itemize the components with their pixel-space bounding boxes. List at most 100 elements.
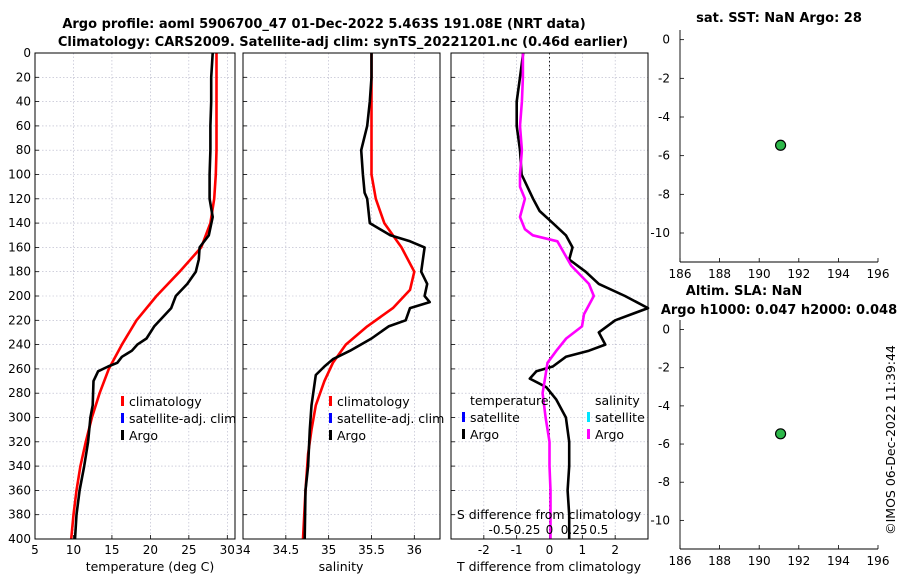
- xtick-label: -2: [478, 543, 490, 557]
- xtick-label: 35: [321, 543, 336, 557]
- ytick-label: 0: [23, 46, 31, 60]
- xtick-label: 34: [235, 543, 250, 557]
- salinity-xlabel: salinity: [319, 559, 364, 574]
- ytick-label: 100: [8, 168, 31, 182]
- map-xtick-label: 188: [708, 554, 731, 568]
- legend-climatology-swatch: [121, 396, 124, 406]
- salinity-panel: 34 34.5 35 35.5 36 climatology satellite-adj. …: [235, 52, 444, 557]
- sla-map-subtitle: Argo h1000: 0.047 h2000: 0.048: [661, 303, 897, 318]
- legend-salinity-satellite-label: satellite: [595, 410, 645, 425]
- sst-map-title: sat. SST: NaN Argo: 28: [696, 11, 862, 26]
- ytick-label: 380: [8, 508, 31, 522]
- map-xtick-label: 190: [748, 267, 771, 281]
- difference-panel: -2 -1 0 1 2 -0.5-0.25 0 0.25 0.5 temperature satel…: [450, 52, 650, 557]
- series-argo: [73, 52, 214, 540]
- ytick-label: 240: [8, 338, 31, 352]
- legend-climatology-label: climatology: [129, 394, 202, 409]
- ytick-label: 300: [8, 411, 31, 425]
- ytick-label: 60: [16, 119, 31, 133]
- argo-location-marker: [774, 139, 787, 151]
- legend-argo-swatch: [329, 430, 332, 440]
- ytick-label: 20: [16, 70, 31, 84]
- difference-xlabel: T difference from climatology: [456, 559, 642, 574]
- xtick-label: 20: [143, 543, 158, 557]
- xtick-label: 10: [66, 543, 81, 557]
- temperature-panel: 0 20 40 60 80 100 120 140 160 180 200 220 240 260 280 3…: [8, 46, 236, 557]
- sst-map-panel: 0 -2 -4 -6 -8 -10 186 188 190 192 194 196: [650, 30, 889, 281]
- map-xtick-label: 188: [708, 267, 731, 281]
- xtick-label: 0: [546, 543, 554, 557]
- map-ytick-label: 0: [662, 323, 670, 337]
- xtick-label: 15: [104, 543, 119, 557]
- map-ytick-label: -4: [658, 399, 670, 413]
- xtick-label: 35.5: [358, 543, 385, 557]
- ytick-label: 160: [8, 240, 31, 254]
- ytick-label: 200: [8, 289, 31, 303]
- legend-argo-label: Argo: [129, 428, 158, 443]
- legend-salinity-satellite-swatch: [587, 412, 590, 422]
- x2tick-label: 0.5: [589, 523, 608, 537]
- xtick-label: 34.5: [272, 543, 299, 557]
- ytick-label: 40: [16, 95, 31, 109]
- map-xtick-label: 192: [787, 267, 810, 281]
- legend-temperature-argo-swatch: [462, 429, 465, 439]
- x2tick-label: -0.5: [489, 523, 512, 537]
- argo-location-marker: [774, 428, 787, 440]
- legend-salinity-title: salinity: [595, 393, 640, 408]
- watermark: ©IMOS 06-Dec-2022 11:39:44: [883, 345, 898, 535]
- legend-climatology-swatch: [329, 396, 332, 406]
- map-ytick-label: -6: [658, 149, 670, 163]
- map-ytick-label: -2: [658, 71, 670, 85]
- map-ytick-label: -8: [658, 187, 670, 201]
- salinity-axes-box: [242, 52, 441, 540]
- ytick-label: 400: [8, 532, 31, 546]
- map-xtick-label: 186: [669, 554, 692, 568]
- ytick-label: 120: [8, 192, 31, 206]
- map-ytick-label: -2: [658, 361, 670, 375]
- map-xtick-label: 186: [669, 267, 692, 281]
- series-salinity-argo-diff: [518, 53, 596, 539]
- legend-argo-swatch: [121, 430, 124, 440]
- legend-salinity-argo-label: Argo: [595, 427, 624, 442]
- map-xtick-label: 196: [867, 267, 890, 281]
- difference-top-xlabel: S difference from climatology: [457, 507, 642, 522]
- ytick-label: 280: [8, 386, 31, 400]
- x2tick-label: 0.25: [561, 523, 588, 537]
- legend-argo-label: Argo: [337, 428, 366, 443]
- series-temperature-argo-diff: [515, 52, 650, 539]
- map-xtick-label: 190: [748, 554, 771, 568]
- xtick-label: 1: [579, 543, 587, 557]
- xtick-label: 2: [611, 543, 619, 557]
- map-ytick-label: -8: [658, 475, 670, 489]
- legend-temperature-argo-label: Argo: [470, 427, 499, 442]
- difference-axes-box: [450, 52, 649, 540]
- map-xtick-label: 192: [787, 554, 810, 568]
- ytick-label: 320: [8, 435, 31, 449]
- x2tick-label: -0.25: [509, 523, 540, 537]
- legend-salinity-argo-swatch: [587, 429, 590, 439]
- series-argo: [303, 53, 431, 540]
- legend-temperature-title: temperature: [470, 393, 549, 408]
- ytick-label: 180: [8, 265, 31, 279]
- ytick-label: 140: [8, 216, 31, 230]
- x2tick-label: 0: [546, 523, 554, 537]
- legend-satellite-adj-label: satellite-adj. clim: [337, 411, 444, 426]
- ytick-label: 80: [16, 143, 31, 157]
- xtick-label: 30: [220, 543, 235, 557]
- map-ytick-label: -10: [650, 226, 670, 240]
- map-xtick-label: 194: [827, 554, 850, 568]
- legend-satellite-adj-label: satellite-adj. clim: [129, 411, 236, 426]
- map-xtick-label: 196: [867, 554, 890, 568]
- xtick-label: 5: [31, 543, 39, 557]
- map-ytick-label: 0: [662, 33, 670, 47]
- xtick-label: 25: [181, 543, 196, 557]
- map-ytick-label: -6: [658, 437, 670, 451]
- legend-temperature-satellite-label: satellite: [470, 410, 520, 425]
- figure-title-line1: Argo profile: aoml 5906700_47 01-Dec-202…: [62, 17, 585, 32]
- xtick-label: 36: [407, 543, 422, 557]
- temperature-axes-box: [34, 52, 236, 540]
- map-ytick-label: -4: [658, 110, 670, 124]
- series-climatology: [301, 53, 416, 540]
- legend-temperature-satellite-swatch: [462, 412, 465, 422]
